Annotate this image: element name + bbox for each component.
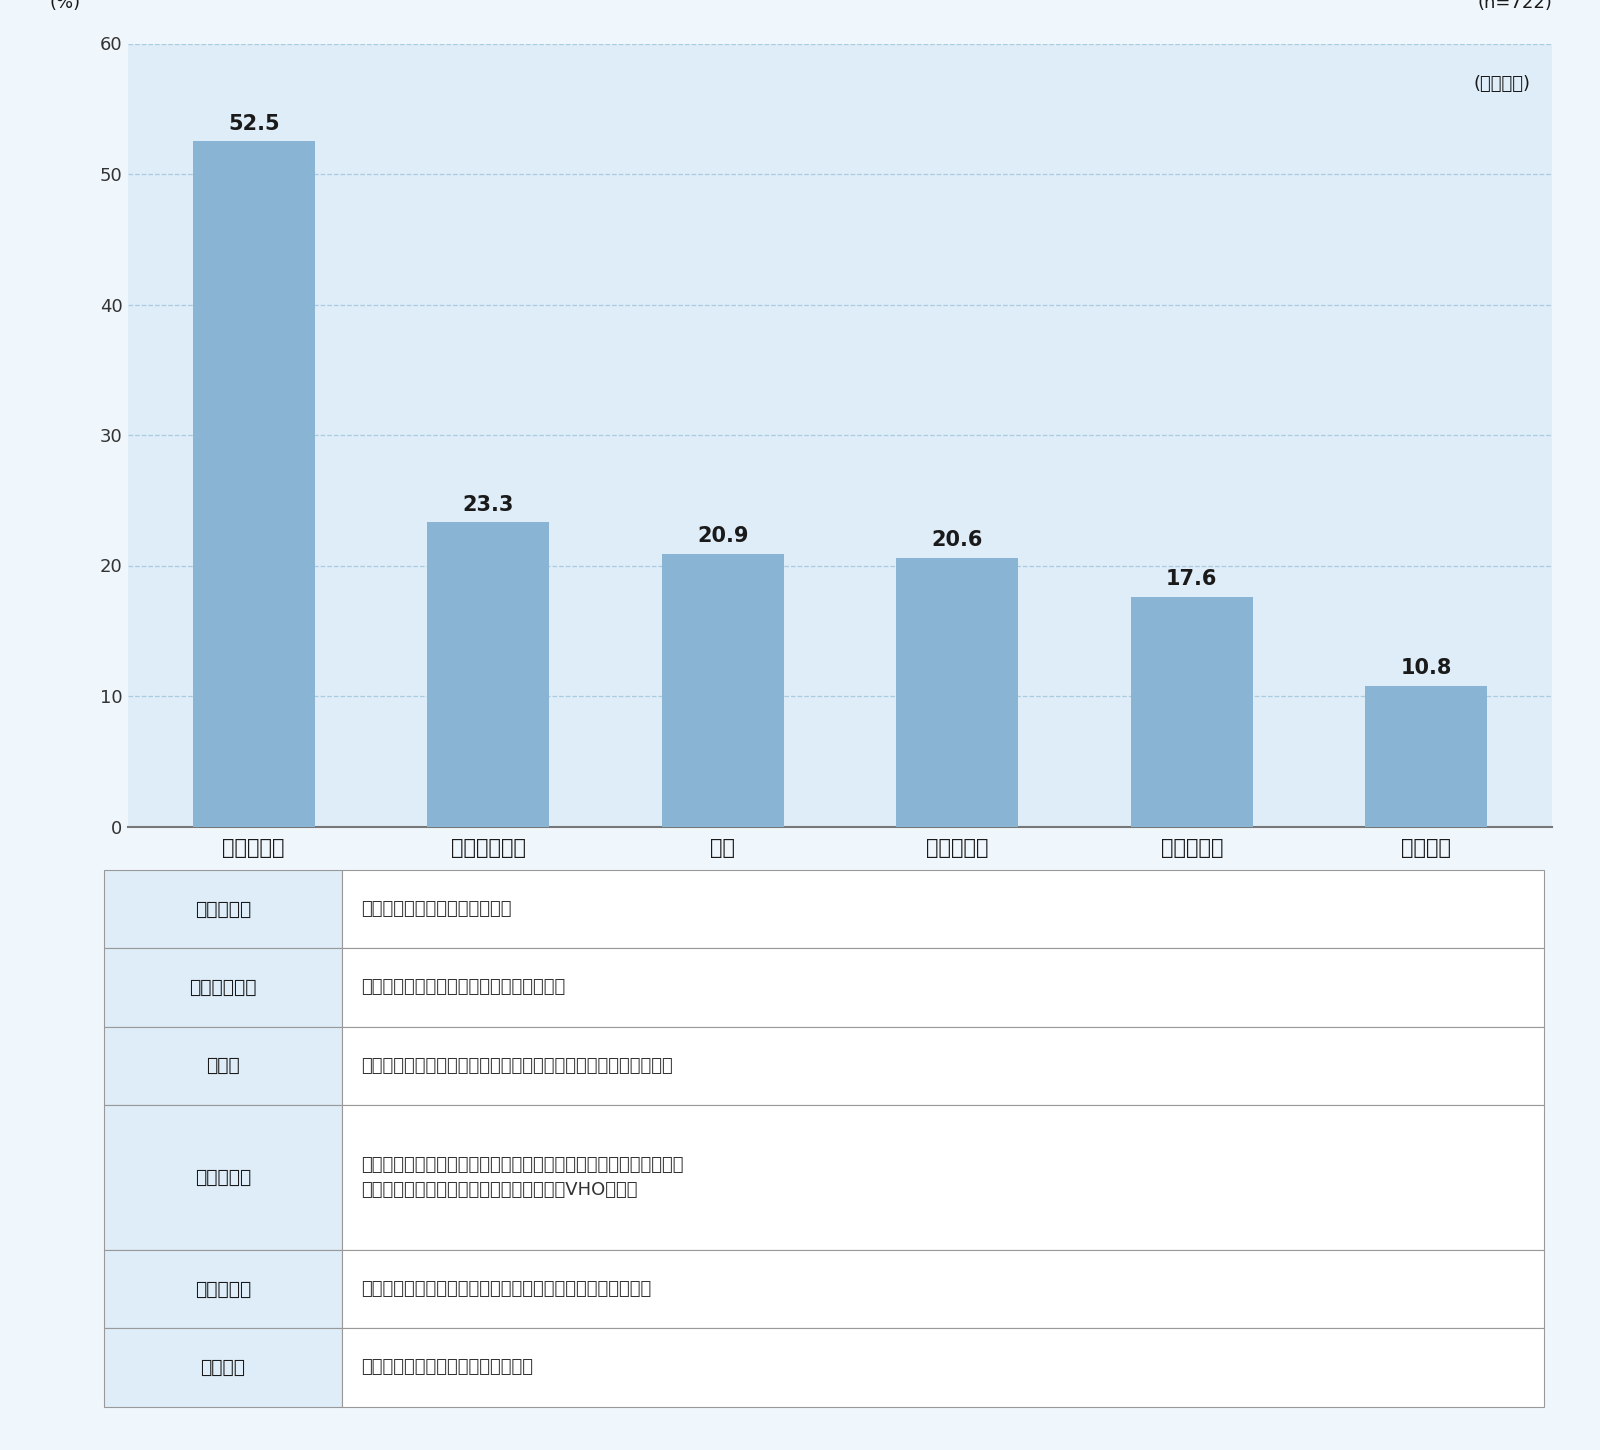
Text: テーピングでくい込んでいる爪を浮かせる: テーピングでくい込んでいる爪を浮かせる [362,979,565,996]
Bar [1131,597,1253,826]
Text: くい込んでいる爪をチューブで覚う: くい込んでいる爪をチューブで覚う [362,1359,533,1376]
Bar [896,558,1018,826]
Bar [192,142,315,826]
Bar [1365,686,1488,826]
Bar [427,522,549,826]
Text: くい込んでいる爪を浮かせて、際間にコットンなどを詰める: くい込んでいる爪を浮かせて、際間にコットンなどを詰める [362,1280,651,1298]
Text: ワイヤー法: ワイヤー法 [195,1167,251,1188]
Text: (n=722): (n=722) [1477,0,1552,12]
Text: テーピング法: テーピング法 [189,977,256,998]
Text: 20.6: 20.6 [931,529,982,550]
Text: 曲がっている爪にワイヤーを取り付けて、その張力で爪を修正する
例）超弾性ワイヤー法、マチワイヤー法、VHO法など: 曲がっている爪にワイヤーを取り付けて、その張力で爪を修正する 例）超弾性ワイヤー… [362,1156,683,1199]
Text: コットン法: コットン法 [195,1279,251,1299]
Text: 爪きり処置: 爪きり処置 [195,899,251,919]
Text: 20.9: 20.9 [698,526,749,547]
Bar [662,554,784,826]
Text: ガター法: ガター法 [200,1357,245,1378]
Text: (複数回答): (複数回答) [1474,75,1531,93]
Text: 23.3: 23.3 [462,494,514,515]
Text: 10.8: 10.8 [1400,658,1451,677]
Text: 52.5: 52.5 [227,113,280,133]
Text: 17.6: 17.6 [1166,568,1218,589]
Text: 手　術: 手 術 [206,1056,240,1076]
Text: くい込んでいる部分の爪を切る: くい込んでいる部分の爪を切る [362,900,512,918]
Text: フェノール法、髈塚法など爪の一部を除去して生えてこなくする: フェノール法、髈塚法など爪の一部を除去して生えてこなくする [362,1057,672,1074]
Text: (%): (%) [50,0,82,12]
